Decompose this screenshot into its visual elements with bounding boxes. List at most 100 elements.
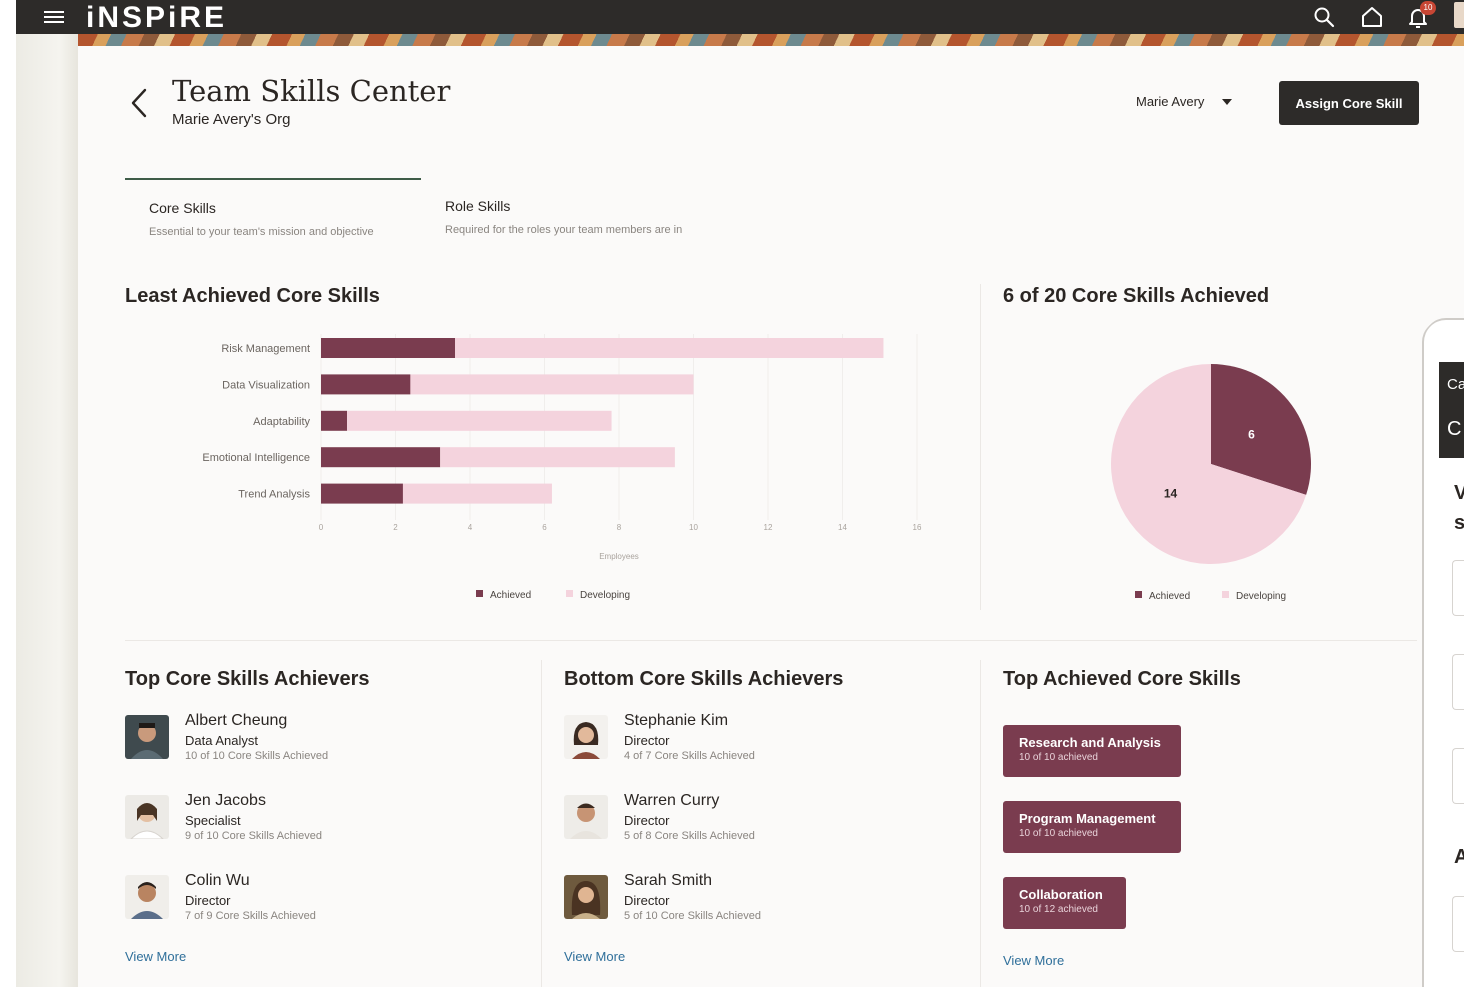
pie-slice-developing [1111, 364, 1307, 564]
page-title: Team Skills Center [172, 74, 451, 108]
legend-swatch [476, 590, 483, 597]
pie-data-label: 14 [1164, 486, 1178, 500]
bar-developing [347, 410, 612, 431]
legend-label: Achieved [1149, 591, 1190, 602]
drawer-header: Ca C [1439, 362, 1464, 458]
skill-name: Program Management [1019, 811, 1156, 826]
left-margin [16, 34, 78, 987]
skill-stat: 10 of 10 achieved [1019, 752, 1098, 763]
section-divider [980, 284, 981, 610]
person-name: Warren Curry [624, 792, 720, 809]
bar-achieved [321, 338, 456, 358]
x-tick-label: 16 [913, 523, 922, 532]
drawer-header-text: C [1447, 418, 1462, 440]
bottom-achiever-item[interactable]: Stephanie Kim Director 4 of 7 Core Skill… [564, 712, 884, 772]
chevron-down-icon [1222, 98, 1233, 105]
top-achiever-item[interactable]: Albert Cheung Data Analyst 10 of 10 Core… [125, 712, 445, 772]
bar-achieved [321, 410, 348, 431]
x-tick-label: 12 [764, 523, 773, 532]
person-stat: 10 of 10 Core Skills Achieved [185, 750, 329, 762]
person-role: Specialist [185, 813, 241, 828]
section-divider [125, 640, 1417, 641]
column-divider [980, 660, 981, 987]
skill-card-program-management[interactable]: Program Management 10 of 10 achieved [1003, 801, 1181, 853]
x-tick-label: 14 [838, 523, 847, 532]
top-achievers-title: Top Core Skills Achievers [125, 668, 370, 690]
drawer-heading-text: V [1454, 482, 1464, 504]
page-subtitle: Marie Avery's Org [172, 111, 291, 128]
legend-swatch [1135, 591, 1142, 598]
bottom-achievers-title: Bottom Core Skills Achievers [564, 668, 844, 690]
x-tick-label: 10 [689, 523, 698, 532]
menu-icon[interactable] [44, 8, 66, 26]
side-drawer[interactable]: Ca C V s A [1424, 320, 1464, 987]
bar-achieved [321, 447, 441, 468]
bar-developing [402, 483, 552, 504]
drawer-header-text: Ca [1447, 376, 1464, 393]
drawer-field[interactable] [1452, 654, 1464, 710]
person-name: Colin Wu [185, 872, 250, 889]
person-role: Director [185, 893, 231, 908]
person-name: Jen Jacobs [185, 792, 266, 809]
avatar [564, 715, 608, 759]
x-tick-label: 4 [468, 523, 473, 532]
tab-label: Role Skills [445, 198, 511, 214]
app-logo[interactable]: iNSPiRE [86, 1, 228, 34]
person-name: Stephanie Kim [624, 712, 729, 729]
legend-label: Developing [1236, 591, 1286, 602]
avatar [125, 875, 169, 919]
top-bar [16, 0, 1464, 34]
skill-name: Research and Analysis [1019, 735, 1161, 750]
drawer-field[interactable] [1452, 560, 1464, 616]
skill-card-collaboration[interactable]: Collaboration 10 of 12 achieved [1003, 877, 1126, 929]
tab-description: Essential to your team's mission and obj… [149, 226, 374, 238]
top-skills-view-more-link[interactable]: View More [1003, 953, 1065, 968]
pie-data-label: 6 [1248, 428, 1255, 442]
avatar [564, 795, 608, 839]
bottom-achievers-view-more-link[interactable]: View More [564, 949, 626, 964]
assign-core-skill-button[interactable]: Assign Core Skill [1279, 81, 1419, 125]
person-stat: 4 of 7 Core Skills Achieved [624, 750, 755, 762]
summary-title: 6 of 20 Core Skills Achieved [1003, 285, 1270, 307]
bar-developing [440, 447, 675, 468]
home-icon[interactable] [1360, 5, 1384, 29]
bar-achieved [321, 374, 411, 395]
x-tick-label: 6 [542, 523, 547, 532]
core-skills-pie-chart: 6 14 Achieved Developing [1111, 364, 1311, 602]
person-name: Albert Cheung [185, 712, 288, 729]
drawer-field[interactable] [1452, 896, 1464, 952]
bottom-achiever-item[interactable]: Sarah Smith Director 5 of 10 Core Skills… [564, 872, 884, 932]
legend-swatch [1222, 591, 1229, 598]
category-label: Emotional Intelligence [202, 452, 310, 464]
legend-label: Achieved [490, 590, 531, 601]
drawer-heading-text: A [1454, 846, 1464, 868]
x-tick-label: 2 [393, 523, 398, 532]
bar-achieved [321, 483, 403, 504]
least-achieved-bar-chart: Risk Management Data Visualization Adaptab… [202, 334, 922, 601]
person-name: Sarah Smith [624, 872, 713, 889]
person-stat: 9 of 10 Core Skills Achieved [185, 830, 322, 842]
person-select[interactable]: Marie Avery [1136, 94, 1233, 109]
user-avatar[interactable] [1454, 2, 1464, 28]
top-achiever-item[interactable]: Jen Jacobs Specialist 9 of 10 Core Skill… [125, 792, 445, 852]
legend-swatch [566, 590, 573, 597]
drawer-field[interactable] [1452, 748, 1464, 804]
bottom-achiever-item[interactable]: Warren Curry Director 5 of 8 Core Skills… [564, 792, 884, 852]
top-achiever-item[interactable]: Colin Wu Director 7 of 9 Core Skills Ach… [125, 872, 445, 932]
x-tick-label: 8 [617, 523, 622, 532]
least-achieved-title: Least Achieved Core Skills [125, 285, 380, 307]
skill-name: Collaboration [1019, 887, 1103, 902]
tab-role-skills[interactable]: Role Skills Required for the roles your … [421, 178, 731, 244]
tab-label: Core Skills [149, 200, 216, 216]
person-role: Director [624, 813, 670, 828]
back-arrow-icon[interactable] [128, 86, 152, 120]
column-divider [541, 660, 542, 987]
person-select-value: Marie Avery [1136, 94, 1205, 109]
brand-banner [78, 34, 1464, 46]
person-role: Data Analyst [185, 733, 258, 748]
bar-developing [455, 338, 884, 358]
top-achievers-view-more-link[interactable]: View More [125, 949, 187, 964]
skill-card-research-and-analysis[interactable]: Research and Analysis 10 of 10 achieved [1003, 725, 1181, 777]
tab-core-skills[interactable]: Core Skills Essential to your team's mis… [125, 178, 421, 244]
search-icon[interactable] [1312, 5, 1336, 29]
